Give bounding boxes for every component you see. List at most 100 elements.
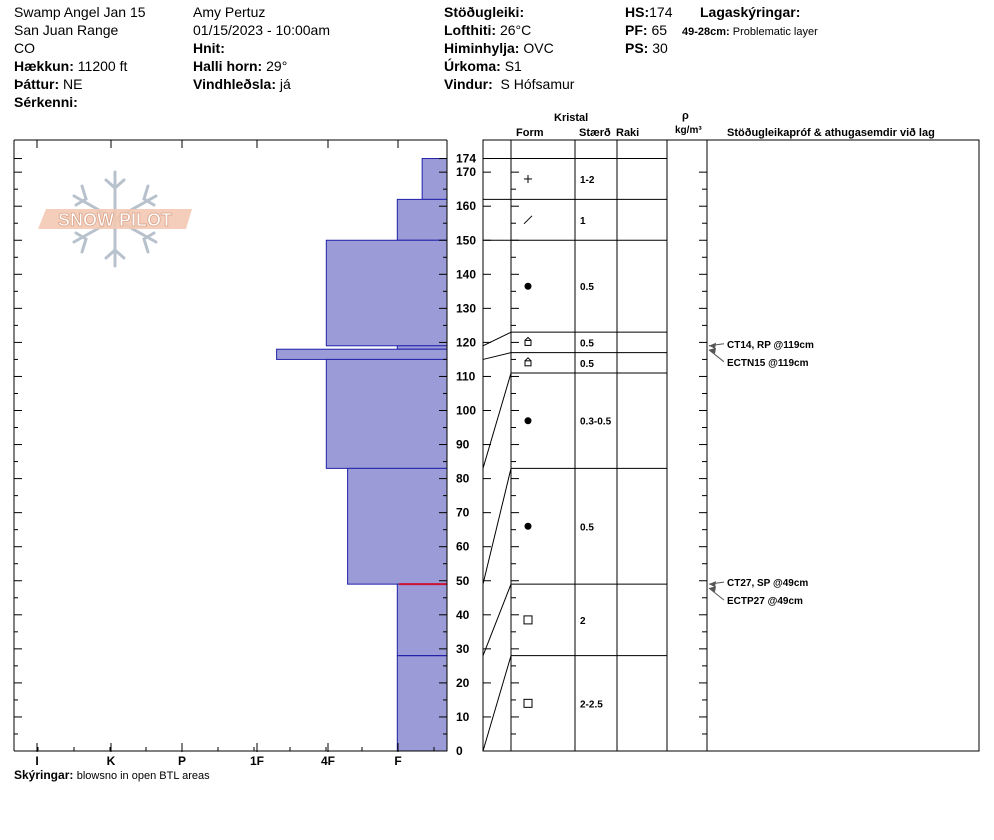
sky-value: OVC bbox=[523, 40, 554, 56]
test-arrow-head bbox=[709, 581, 716, 588]
hardness-bar-4 bbox=[276, 348, 448, 360]
test-arrow-line bbox=[708, 349, 725, 363]
sky-label: Himinhylja: bbox=[444, 40, 520, 56]
height-label-10: 10 bbox=[456, 710, 470, 724]
height-label-60: 60 bbox=[456, 540, 470, 554]
windload-label: Vindhleðsla: bbox=[193, 76, 276, 92]
slope-label: Halli horn: bbox=[193, 58, 263, 74]
crystal-size-6: 0.5 bbox=[580, 522, 594, 533]
wind: Vindur: S Hófsamur bbox=[444, 76, 574, 92]
test-arrow-head bbox=[709, 347, 716, 354]
height-label-130: 130 bbox=[456, 301, 476, 315]
precip: Úrkoma: S1 bbox=[444, 58, 522, 74]
airtemp: Lofthiti: 26°C bbox=[444, 22, 531, 38]
hardness-bar-7 bbox=[396, 583, 448, 657]
crystal-form-symbol-5 bbox=[524, 417, 532, 425]
hardness-bar-3 bbox=[396, 345, 448, 350]
logo-text: SNOW PILOT bbox=[58, 210, 172, 230]
stability-label: Stöðugleiki: bbox=[444, 4, 525, 20]
wind-label: Vindur: bbox=[444, 76, 493, 92]
test-label-1: ECTN15 @119cm bbox=[727, 358, 809, 369]
moisture-header: Raki bbox=[616, 127, 640, 139]
crystal-form-symbol-4 bbox=[524, 357, 532, 367]
crystal-form-symbol-3 bbox=[524, 336, 532, 346]
slope-value: 29° bbox=[266, 58, 288, 74]
height-label-170: 170 bbox=[456, 165, 476, 179]
crystal-header: Kristal bbox=[554, 112, 589, 124]
layer-note: 49-28cm: Problematic layer bbox=[682, 24, 818, 40]
height-label-90: 90 bbox=[456, 438, 470, 452]
hardness-bar-6 bbox=[347, 467, 448, 585]
surface-hoar-icon bbox=[524, 336, 532, 341]
snowpilot-logo: SNOW PILOT bbox=[38, 170, 192, 268]
surface-hoar-icon bbox=[524, 339, 532, 346]
tests-header: Stöðugleikapróf & athugasemdir við lag bbox=[727, 127, 935, 139]
hardness-bar-0 bbox=[421, 158, 448, 200]
density-unit: kg/m³ bbox=[675, 125, 702, 136]
layer-note-range: 49-28cm: bbox=[682, 26, 730, 38]
table-frame bbox=[482, 139, 980, 752]
windload-value: já bbox=[279, 76, 291, 92]
layer-note-text: Problematic layer bbox=[732, 26, 818, 38]
rounded-grain-icon bbox=[524, 522, 532, 530]
height-label-110: 110 bbox=[456, 369, 476, 383]
form-header: Form bbox=[516, 127, 544, 139]
test-arrow-line bbox=[708, 587, 725, 601]
sky: Himinhylja: OVC bbox=[444, 40, 554, 56]
test-label-0: CT14, RP @119cm bbox=[727, 340, 814, 351]
aspect: Þáttur: NE bbox=[14, 76, 82, 92]
features-label: Sérkenni: bbox=[14, 94, 78, 110]
hardness-bar-5 bbox=[325, 358, 448, 469]
test-label-2: CT27, SP @49cm bbox=[727, 578, 808, 589]
height-label-120: 120 bbox=[456, 335, 476, 349]
crystal-size-3: 0.5 bbox=[580, 338, 594, 349]
airtemp-value: 26°C bbox=[499, 22, 532, 38]
hardness-label-1F: 1F bbox=[250, 754, 264, 768]
crystal-form-symbol-0 bbox=[524, 174, 532, 183]
row-connector-5 bbox=[482, 372, 512, 469]
hardness-bar-8 bbox=[396, 655, 448, 752]
row-connector-6 bbox=[482, 468, 512, 585]
observer: Amy Pertuz bbox=[193, 4, 266, 20]
elevation-value: 11200 ft bbox=[77, 58, 128, 74]
hardness-bar-2 bbox=[325, 239, 448, 347]
hardness-label-I: I bbox=[35, 754, 38, 768]
ps: PS: 30 bbox=[625, 40, 668, 56]
height-label-174: 174 bbox=[456, 152, 476, 166]
faceted-crystal-icon bbox=[523, 698, 533, 708]
height-label-0: 0 bbox=[456, 744, 463, 758]
height-label-70: 70 bbox=[456, 506, 470, 520]
stability-tests: CT14, RP @119cm ECTN15 @119cm CT27, SP @49… bbox=[708, 340, 814, 607]
hardness-label-P: P bbox=[178, 754, 186, 768]
crystal-table: 0 10 20 30 40 50 60 70 80 90 100 110 120 130 140 150 160… bbox=[14, 139, 980, 758]
height-label-40: 40 bbox=[456, 608, 470, 622]
rounded-grain-icon bbox=[524, 282, 532, 290]
height-label-140: 140 bbox=[456, 267, 476, 281]
state: CO bbox=[14, 40, 35, 56]
hardness-label-4F: 4F bbox=[321, 754, 335, 768]
test-annotation-0: CT14, RP @119cm bbox=[708, 340, 814, 351]
crystal-form-symbol-6 bbox=[524, 522, 532, 530]
slope: Halli horn: 29° bbox=[193, 58, 287, 74]
row-connector-3 bbox=[482, 331, 512, 347]
test-annotation-1: ECTN15 @119cm bbox=[708, 347, 809, 369]
test-annotation-2: CT27, SP @49cm bbox=[708, 578, 808, 589]
site-name: Swamp Angel Jan 15 bbox=[14, 4, 146, 20]
surface-hoar-icon bbox=[524, 360, 532, 367]
airtemp-label: Lofthiti: bbox=[444, 22, 497, 38]
decomposing-fragment-icon bbox=[523, 215, 533, 225]
crystal-form-symbol-7 bbox=[523, 615, 533, 625]
precip-label: Úrkoma: bbox=[444, 58, 501, 74]
crystal-size-5: 0.3-0.5 bbox=[580, 417, 612, 428]
hardness-label-F: F bbox=[394, 754, 401, 768]
test-label-3: ECTP27 @49cm bbox=[727, 596, 803, 607]
row-connector-7 bbox=[482, 583, 512, 656]
crystal-size-8: 2-2.5 bbox=[580, 699, 603, 710]
elevation-label: Hækkun: bbox=[14, 58, 74, 74]
faceted-crystal-icon bbox=[523, 615, 533, 625]
crystal-form-symbol-8 bbox=[523, 698, 533, 708]
row-connector-4 bbox=[482, 352, 512, 360]
ps-value: 30 bbox=[652, 40, 668, 56]
height-label-20: 20 bbox=[456, 676, 470, 690]
pf: PF: 65 bbox=[625, 22, 667, 38]
